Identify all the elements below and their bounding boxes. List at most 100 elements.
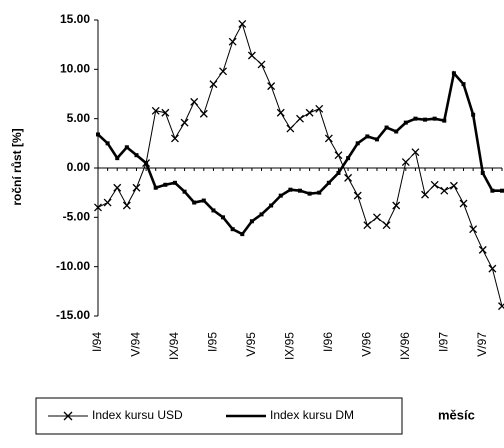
point xyxy=(268,83,275,90)
point xyxy=(279,194,283,198)
x-tick-label: IX/96 xyxy=(398,332,412,360)
point xyxy=(154,186,158,190)
point xyxy=(96,132,100,136)
point xyxy=(258,61,265,68)
point xyxy=(231,227,235,231)
point xyxy=(422,191,429,198)
point xyxy=(489,265,496,272)
y-tick-label: 5.00 xyxy=(67,111,91,125)
point xyxy=(171,135,178,142)
x-tick-label: IX/94 xyxy=(167,332,181,360)
point xyxy=(325,135,332,142)
point xyxy=(173,181,177,185)
point xyxy=(250,219,254,223)
point xyxy=(316,105,323,112)
y-tick-label: -5.00 xyxy=(63,210,91,224)
point xyxy=(471,113,475,117)
x-tick-label: I/95 xyxy=(206,332,220,352)
x-tick-label: V/97 xyxy=(475,332,489,357)
point xyxy=(373,214,380,221)
point xyxy=(288,188,292,192)
point xyxy=(202,199,206,203)
point xyxy=(229,38,236,45)
x-axis-label: měsíc xyxy=(438,407,475,422)
point xyxy=(402,159,409,166)
x-tick-label: I/96 xyxy=(321,332,335,352)
y-tick-label: 10.00 xyxy=(60,62,90,76)
series-line xyxy=(98,73,502,234)
point xyxy=(317,191,321,195)
point xyxy=(365,134,369,138)
point xyxy=(393,202,400,209)
point xyxy=(364,222,371,229)
point xyxy=(115,156,119,160)
point xyxy=(123,202,130,209)
point xyxy=(404,121,408,125)
point xyxy=(431,181,438,188)
point xyxy=(356,141,360,145)
point xyxy=(287,125,294,132)
point xyxy=(413,117,417,121)
y-tick-label: -15.00 xyxy=(56,308,90,322)
point xyxy=(298,189,302,193)
x-tick-label: I/94 xyxy=(90,332,104,352)
point xyxy=(470,226,477,233)
point xyxy=(125,145,129,149)
point xyxy=(191,98,198,105)
legend-label: Index kursu DM xyxy=(270,408,354,422)
point xyxy=(134,153,138,157)
point xyxy=(308,192,312,196)
point xyxy=(260,212,264,216)
point xyxy=(335,152,342,159)
point xyxy=(248,52,255,59)
point xyxy=(441,187,448,194)
point xyxy=(385,126,389,130)
point xyxy=(327,181,331,185)
point xyxy=(452,71,456,75)
point xyxy=(269,203,273,207)
point xyxy=(240,232,244,236)
point xyxy=(490,189,494,193)
point xyxy=(277,109,284,116)
point xyxy=(297,115,304,122)
point xyxy=(479,246,486,253)
point xyxy=(181,119,188,126)
point xyxy=(354,192,361,199)
point xyxy=(220,68,227,75)
point xyxy=(450,182,457,189)
point xyxy=(114,184,121,191)
point xyxy=(106,141,110,145)
point xyxy=(133,184,140,191)
x-tick-label: IX/95 xyxy=(283,332,297,360)
point xyxy=(306,109,313,116)
point xyxy=(183,190,187,194)
point xyxy=(221,215,225,219)
point xyxy=(336,171,340,175)
series-line xyxy=(98,24,502,306)
y-axis-label: roční růst [%] xyxy=(10,128,24,205)
point xyxy=(192,201,196,205)
point xyxy=(460,200,467,207)
y-tick-label: -10.00 xyxy=(56,259,90,273)
point xyxy=(383,222,390,229)
legend-label: Index kursu USD xyxy=(92,408,183,422)
point xyxy=(394,129,398,133)
point xyxy=(500,189,504,193)
point xyxy=(345,174,352,181)
point xyxy=(423,118,427,122)
point xyxy=(163,183,167,187)
point xyxy=(375,137,379,141)
x-tick-label: V/94 xyxy=(129,332,143,357)
point xyxy=(210,81,217,88)
y-tick-label: 0.00 xyxy=(67,160,91,174)
point xyxy=(104,199,111,206)
point xyxy=(200,110,207,117)
point xyxy=(211,208,215,212)
point xyxy=(239,20,246,27)
point xyxy=(346,156,350,160)
y-tick-label: 15.00 xyxy=(60,12,90,26)
point xyxy=(144,161,148,165)
x-tick-label: V/95 xyxy=(244,332,258,357)
point xyxy=(433,117,437,121)
